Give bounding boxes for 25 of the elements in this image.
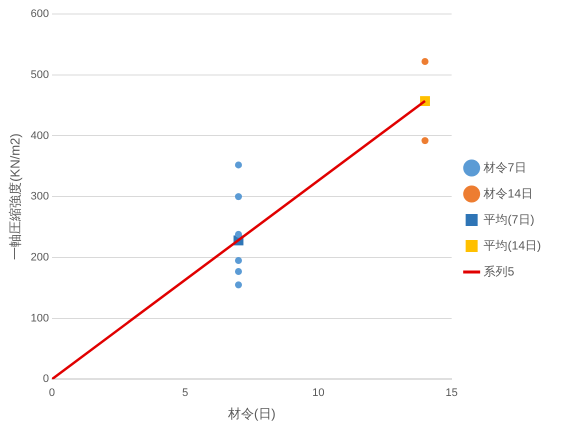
legend-label: 系列5 (484, 264, 515, 278)
y-tick-label: 0 (42, 373, 49, 386)
y-tick-label: 500 (30, 68, 49, 81)
legend-label: 材令14日 (482, 186, 534, 200)
legend-label: 平均(14日) (484, 238, 542, 252)
point (234, 268, 242, 275)
x-tick-label: 15 (446, 386, 458, 399)
point (422, 137, 429, 144)
legend-label: 平均(7日) (484, 212, 534, 226)
y-tick-label: 300 (30, 190, 49, 203)
legend-label: 材令7日 (482, 160, 526, 174)
point (422, 58, 429, 65)
point (234, 257, 242, 264)
y-axis-title: 一軸圧縮強度(KN/m2) (7, 133, 22, 260)
x-axis-title: 材令(日) (226, 406, 276, 421)
y-tick-label: 400 (30, 130, 49, 142)
y-tick-label: 600 (30, 8, 49, 20)
y-tick-label: 200 (30, 252, 49, 264)
point (234, 161, 242, 168)
point (234, 193, 242, 200)
x-tick-label: 5 (182, 386, 188, 399)
point (234, 230, 242, 238)
y-tick-label: 100 (30, 312, 49, 324)
x-tick-label: 10 (312, 386, 325, 399)
point (234, 281, 242, 288)
